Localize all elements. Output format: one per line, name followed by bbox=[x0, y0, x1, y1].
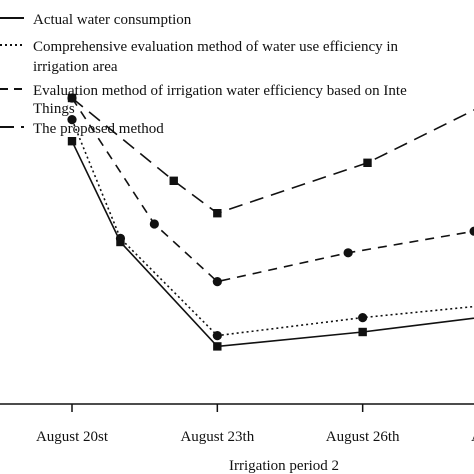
x-axis-title: Irrigation period 2 bbox=[229, 458, 339, 474]
series-point-4 bbox=[213, 209, 222, 218]
series-point-2 bbox=[212, 331, 222, 341]
series-point-2 bbox=[67, 115, 77, 125]
legend-label-proposed: The proposed method bbox=[33, 121, 164, 137]
series-line-1 bbox=[71, 140, 474, 348]
x-tick-label: August 29th bbox=[471, 429, 474, 445]
series-line-2 bbox=[71, 119, 474, 337]
plot-area bbox=[67, 93, 474, 351]
series-point-3 bbox=[212, 277, 222, 287]
legend-label-iot-line2: Things bbox=[33, 101, 75, 117]
series-point-3 bbox=[469, 226, 474, 236]
series-line-4 bbox=[71, 97, 474, 215]
series-point-4 bbox=[67, 93, 77, 103]
legend-label-comprehensive-line1: Comprehensive evaluation method of water… bbox=[33, 39, 399, 55]
legend-label-iot-line1: Evaluation method of irrigation water ef… bbox=[33, 83, 407, 99]
series-point-1 bbox=[67, 137, 77, 146]
series-point-1 bbox=[213, 342, 222, 351]
series-point-2 bbox=[358, 313, 368, 323]
x-tick-label: August 23th bbox=[180, 429, 254, 445]
x-tick-label: August 26th bbox=[326, 429, 400, 445]
x-tick-label: August 20st bbox=[36, 429, 109, 445]
series-point-4 bbox=[169, 176, 178, 185]
series-point-3 bbox=[343, 248, 353, 258]
legend-label-actual: Actual water consumption bbox=[33, 12, 192, 28]
series-point-4 bbox=[363, 158, 372, 167]
legend: Actual water consumption Comprehensive e… bbox=[0, 12, 407, 137]
axes: August 20st August 23th August 26th August … bbox=[0, 403, 474, 445]
series-point-2 bbox=[115, 233, 126, 243]
legend-label-comprehensive-line2: irrigation area bbox=[33, 59, 118, 75]
series-point-1 bbox=[358, 327, 367, 337]
series-point-3 bbox=[149, 219, 159, 229]
